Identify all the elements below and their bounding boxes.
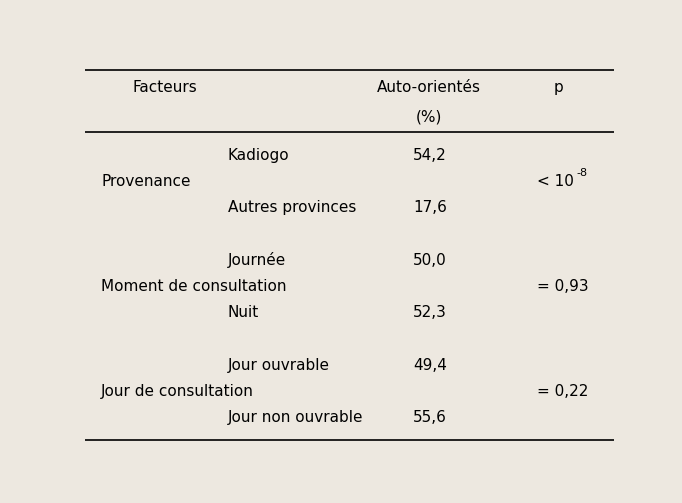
Text: Jour de consultation: Jour de consultation (101, 384, 254, 399)
Text: Jour non ouvrable: Jour non ouvrable (228, 410, 364, 425)
Text: Kadiogo: Kadiogo (228, 148, 290, 163)
Text: -8: -8 (577, 167, 588, 178)
Text: 54,2: 54,2 (413, 148, 447, 163)
Text: Moment de consultation: Moment de consultation (101, 279, 286, 294)
Text: 17,6: 17,6 (413, 200, 447, 215)
Text: Autres provinces: Autres provinces (228, 200, 356, 215)
Text: Journée: Journée (228, 253, 286, 268)
Text: 52,3: 52,3 (413, 305, 447, 320)
Text: Jour ouvrable: Jour ouvrable (228, 358, 330, 373)
Text: Nuit: Nuit (228, 305, 259, 320)
Text: 49,4: 49,4 (413, 358, 447, 373)
Text: Provenance: Provenance (101, 174, 190, 189)
Text: p: p (553, 80, 563, 95)
Text: < 10: < 10 (537, 174, 574, 189)
Text: (%): (%) (415, 109, 442, 124)
Text: = 0,22: = 0,22 (537, 384, 589, 399)
Text: Auto-orientés: Auto-orientés (377, 80, 481, 95)
Text: 50,0: 50,0 (413, 253, 447, 268)
Text: = 0,93: = 0,93 (537, 279, 589, 294)
Text: 55,6: 55,6 (413, 410, 447, 425)
Text: Facteurs: Facteurs (132, 80, 197, 95)
